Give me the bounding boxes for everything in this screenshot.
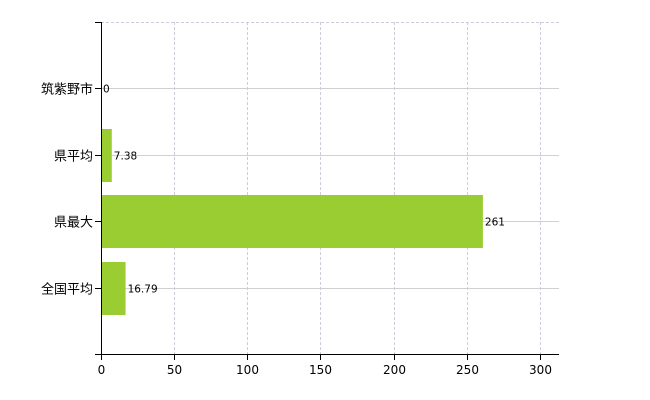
data-label: 261 bbox=[485, 217, 505, 229]
data-label: 7.38 bbox=[114, 151, 137, 163]
category-label: 県平均 bbox=[54, 150, 93, 165]
x-tick-label: 300 bbox=[529, 363, 552, 377]
category-label: 全国平均 bbox=[41, 282, 93, 298]
bar bbox=[101, 129, 112, 182]
data-label: 0 bbox=[103, 84, 110, 96]
x-tick-label: 0 bbox=[98, 363, 106, 377]
x-tick-label: 50 bbox=[167, 363, 182, 377]
x-tick-label: 200 bbox=[383, 363, 406, 377]
x-tick-label: 250 bbox=[456, 363, 479, 377]
category-label: 県最大 bbox=[54, 216, 93, 231]
x-tick-label: 150 bbox=[309, 363, 332, 377]
bar bbox=[101, 195, 483, 248]
x-tick-label: 100 bbox=[236, 363, 259, 377]
category-label: 筑紫野市 bbox=[41, 82, 93, 98]
bar bbox=[101, 262, 126, 315]
data-label: 16.79 bbox=[128, 284, 158, 296]
